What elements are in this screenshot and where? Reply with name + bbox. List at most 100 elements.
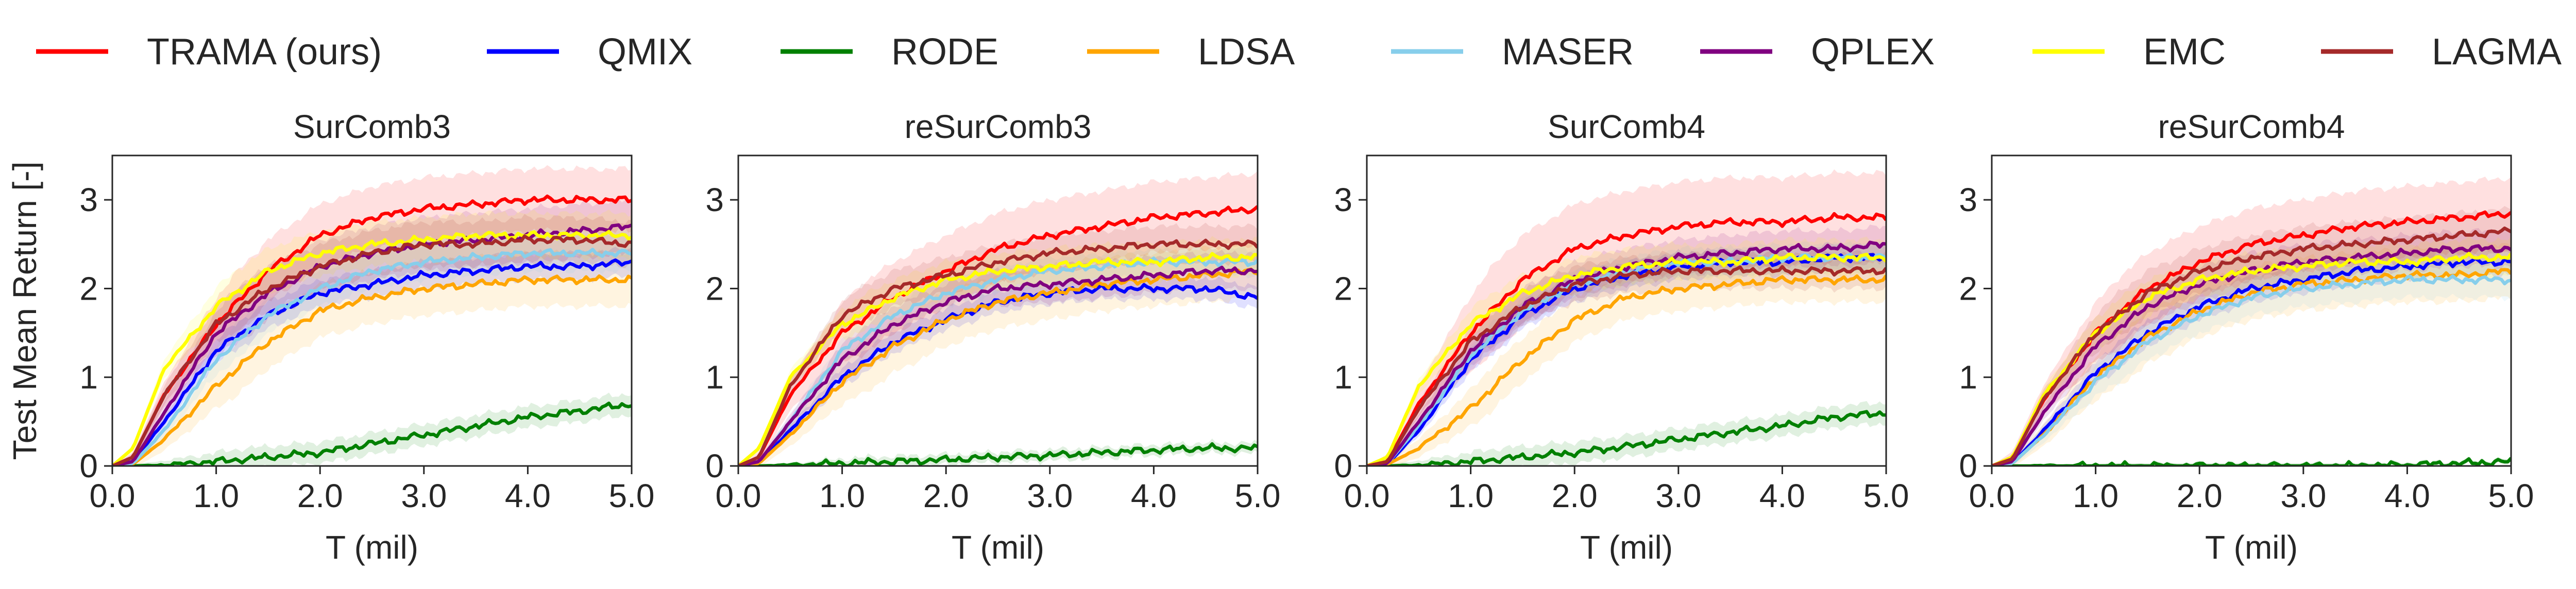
band-trama-ours [1992, 177, 2511, 466]
legend: TRAMA (ours) QMIX RODE LDSA MASER QPLEX EMC LAG… [36, 31, 2562, 73]
band-emc [112, 209, 632, 466]
x-tick-label: 1.0 [2073, 477, 2119, 514]
legend-item-trama-ours: TRAMA (ours) [36, 31, 382, 73]
band-ldsa [738, 242, 1258, 466]
band-trama-ours [1367, 169, 1886, 466]
legend-label: MASER [1502, 31, 1634, 73]
band-lagma [1367, 249, 1886, 466]
plot-frame [737, 154, 1259, 467]
y-tick-label: 3 [1959, 181, 1977, 218]
x-tick-label: 5.0 [2488, 477, 2534, 514]
y-tick-label: 2 [705, 270, 724, 307]
band-lagma [738, 222, 1258, 466]
legend-label: QMIX [598, 31, 692, 73]
x-tick-label: 1.0 [819, 477, 865, 514]
legend-item-lagma: LAGMA [2321, 31, 2562, 73]
x-tick-label: 2.0 [1552, 477, 1598, 514]
series-line-ldsa [1367, 274, 1886, 466]
y-tick-label: 2 [79, 270, 98, 307]
series-line-trama-ours [738, 205, 1258, 466]
series-line-emc [1992, 252, 2511, 466]
x-tick-label: 5.0 [1235, 477, 1281, 514]
y-tick-label: 0 [705, 447, 724, 484]
series-line-lagma [112, 234, 632, 466]
chart-panel-surcomb4: 0.0 1.0 2.0 3.0 4.0 5.0 0 1 2 3 SurComb4 T (mil) [1334, 108, 1909, 566]
x-tick-label: 3.0 [401, 477, 447, 514]
panel-title: SurComb3 [293, 108, 451, 145]
x-axis-label: T (mil) [1580, 529, 1673, 566]
y-tick-label: 0 [1959, 447, 1977, 484]
x-tick-label: 3.0 [1655, 477, 1701, 514]
legend-item-qmix: QMIX [487, 31, 692, 73]
series-group [112, 165, 632, 466]
x-tick-label: 4.0 [505, 477, 551, 514]
band-rode [1367, 401, 1886, 466]
y-tick-label: 3 [705, 181, 724, 218]
legend-label: LDSA [1198, 31, 1295, 73]
band-maser [112, 232, 632, 466]
band-qmix [1992, 245, 2511, 466]
series-line-trama-ours [1367, 212, 1886, 466]
x-axis-label: T (mil) [326, 529, 418, 566]
chart-panel-resurcomb3: 0.0 1.0 2.0 3.0 4.0 5.0 0 1 2 3 reSurComb3 T (mil) [705, 108, 1280, 566]
x-tick-label: 3.0 [2280, 477, 2326, 514]
chart-panel-surcomb3: 0.0 1.0 2.0 3.0 4.0 5.0 0 1 2 3 SurComb3 T (mil) Tes… [6, 108, 654, 566]
band-qmix [1367, 241, 1886, 466]
legend-label: TRAMA (ours) [147, 31, 382, 73]
series-line-rode [1992, 457, 2511, 466]
series-line-lagma [1992, 226, 2511, 466]
legend-label: RODE [891, 31, 998, 73]
y-tick-label: 3 [79, 181, 98, 218]
y-tick-label: 0 [79, 447, 98, 484]
legend-label: EMC [2143, 31, 2226, 73]
series-line-qplex [1992, 244, 2511, 466]
band-emc [738, 236, 1258, 466]
series-line-lagma [1367, 265, 1886, 466]
band-qmix [738, 274, 1258, 466]
series-line-maser [112, 248, 632, 466]
series-line-qplex [1367, 240, 1886, 466]
x-tick-label: 2.0 [2177, 477, 2223, 514]
series-line-rode [1367, 410, 1886, 466]
plot-frame [111, 154, 633, 467]
band-lagma [112, 214, 632, 466]
series-line-rode [738, 442, 1258, 466]
legend-label: LAGMA [2432, 31, 2562, 73]
band-rode [112, 392, 632, 466]
band-maser [738, 245, 1258, 466]
x-tick-label: 5.0 [609, 477, 655, 514]
x-tick-label: 4.0 [1759, 477, 1805, 514]
band-emc [1367, 236, 1886, 466]
series-line-qmix [1992, 256, 2511, 466]
x-axis-label: T (mil) [952, 529, 1044, 566]
x-tick-label: 0.0 [90, 477, 135, 514]
legend-item-rode: RODE [781, 31, 998, 73]
legend-item-ldsa: LDSA [1087, 31, 1295, 73]
series-group [1992, 177, 2511, 466]
x-tick-label: 4.0 [2384, 477, 2430, 514]
series-group [1367, 169, 1886, 466]
y-tick-label: 1 [1334, 359, 1352, 396]
x-tick-label: 3.0 [1027, 477, 1073, 514]
series-line-qplex [738, 265, 1258, 466]
x-tick-label: 2.0 [297, 477, 343, 514]
y-tick-label: 3 [1334, 181, 1352, 218]
series-group [738, 170, 1258, 466]
x-tick-label: 0.0 [1344, 477, 1390, 514]
y-tick-label: 2 [1334, 270, 1352, 307]
y-tick-label: 1 [79, 359, 98, 396]
panel-title: SurComb4 [1548, 108, 1705, 145]
plot-frame [1366, 154, 1887, 467]
series-line-emc [1367, 252, 1886, 466]
y-tick-label: 1 [705, 359, 724, 396]
y-tick-label: 2 [1959, 270, 1977, 307]
x-axis-label: T (mil) [2205, 529, 2298, 566]
x-tick-label: 5.0 [1863, 477, 1909, 514]
panel-title: reSurComb4 [2158, 108, 2345, 145]
series-line-lagma [738, 238, 1258, 466]
x-tick-label: 4.0 [1131, 477, 1177, 514]
x-tick-label: 1.0 [1448, 477, 1494, 514]
x-tick-label: 0.0 [1969, 477, 2015, 514]
y-tick-label: 0 [1334, 447, 1352, 484]
series-line-maser [1992, 274, 2511, 466]
